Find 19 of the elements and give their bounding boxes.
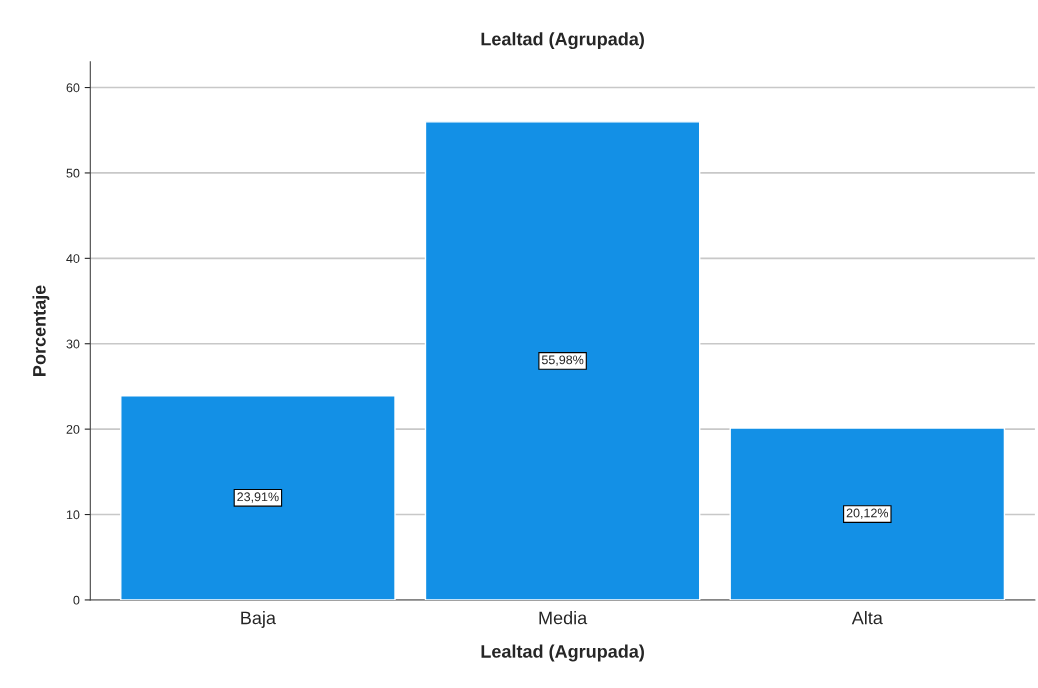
bar — [120, 395, 396, 600]
y-tick-label: 30 — [66, 339, 80, 349]
x-axis-title: Lealtad (Agrupada) — [481, 644, 644, 662]
x-tick-label: Media — [539, 611, 588, 625]
x-tick-label: Alta — [851, 611, 883, 625]
bar — [424, 121, 701, 600]
data-label: 55,98% — [541, 355, 584, 366]
y-tick-label: 60 — [66, 83, 80, 93]
data-label: 23,91% — [237, 492, 279, 503]
chart-title: Lealtad (Agrupada) — [481, 32, 644, 50]
y-tick-label: 10 — [66, 510, 80, 520]
data-label: 20,12% — [846, 508, 889, 519]
y-axis-title: Porcentaje — [32, 285, 50, 376]
y-tick-label: 0 — [73, 595, 80, 605]
x-tick-label: Baja — [241, 611, 276, 628]
bar — [729, 427, 1006, 600]
y-tick-label: 40 — [66, 254, 80, 263]
y-tick-label: 50 — [66, 168, 80, 178]
y-tick-label: 20 — [66, 424, 80, 434]
